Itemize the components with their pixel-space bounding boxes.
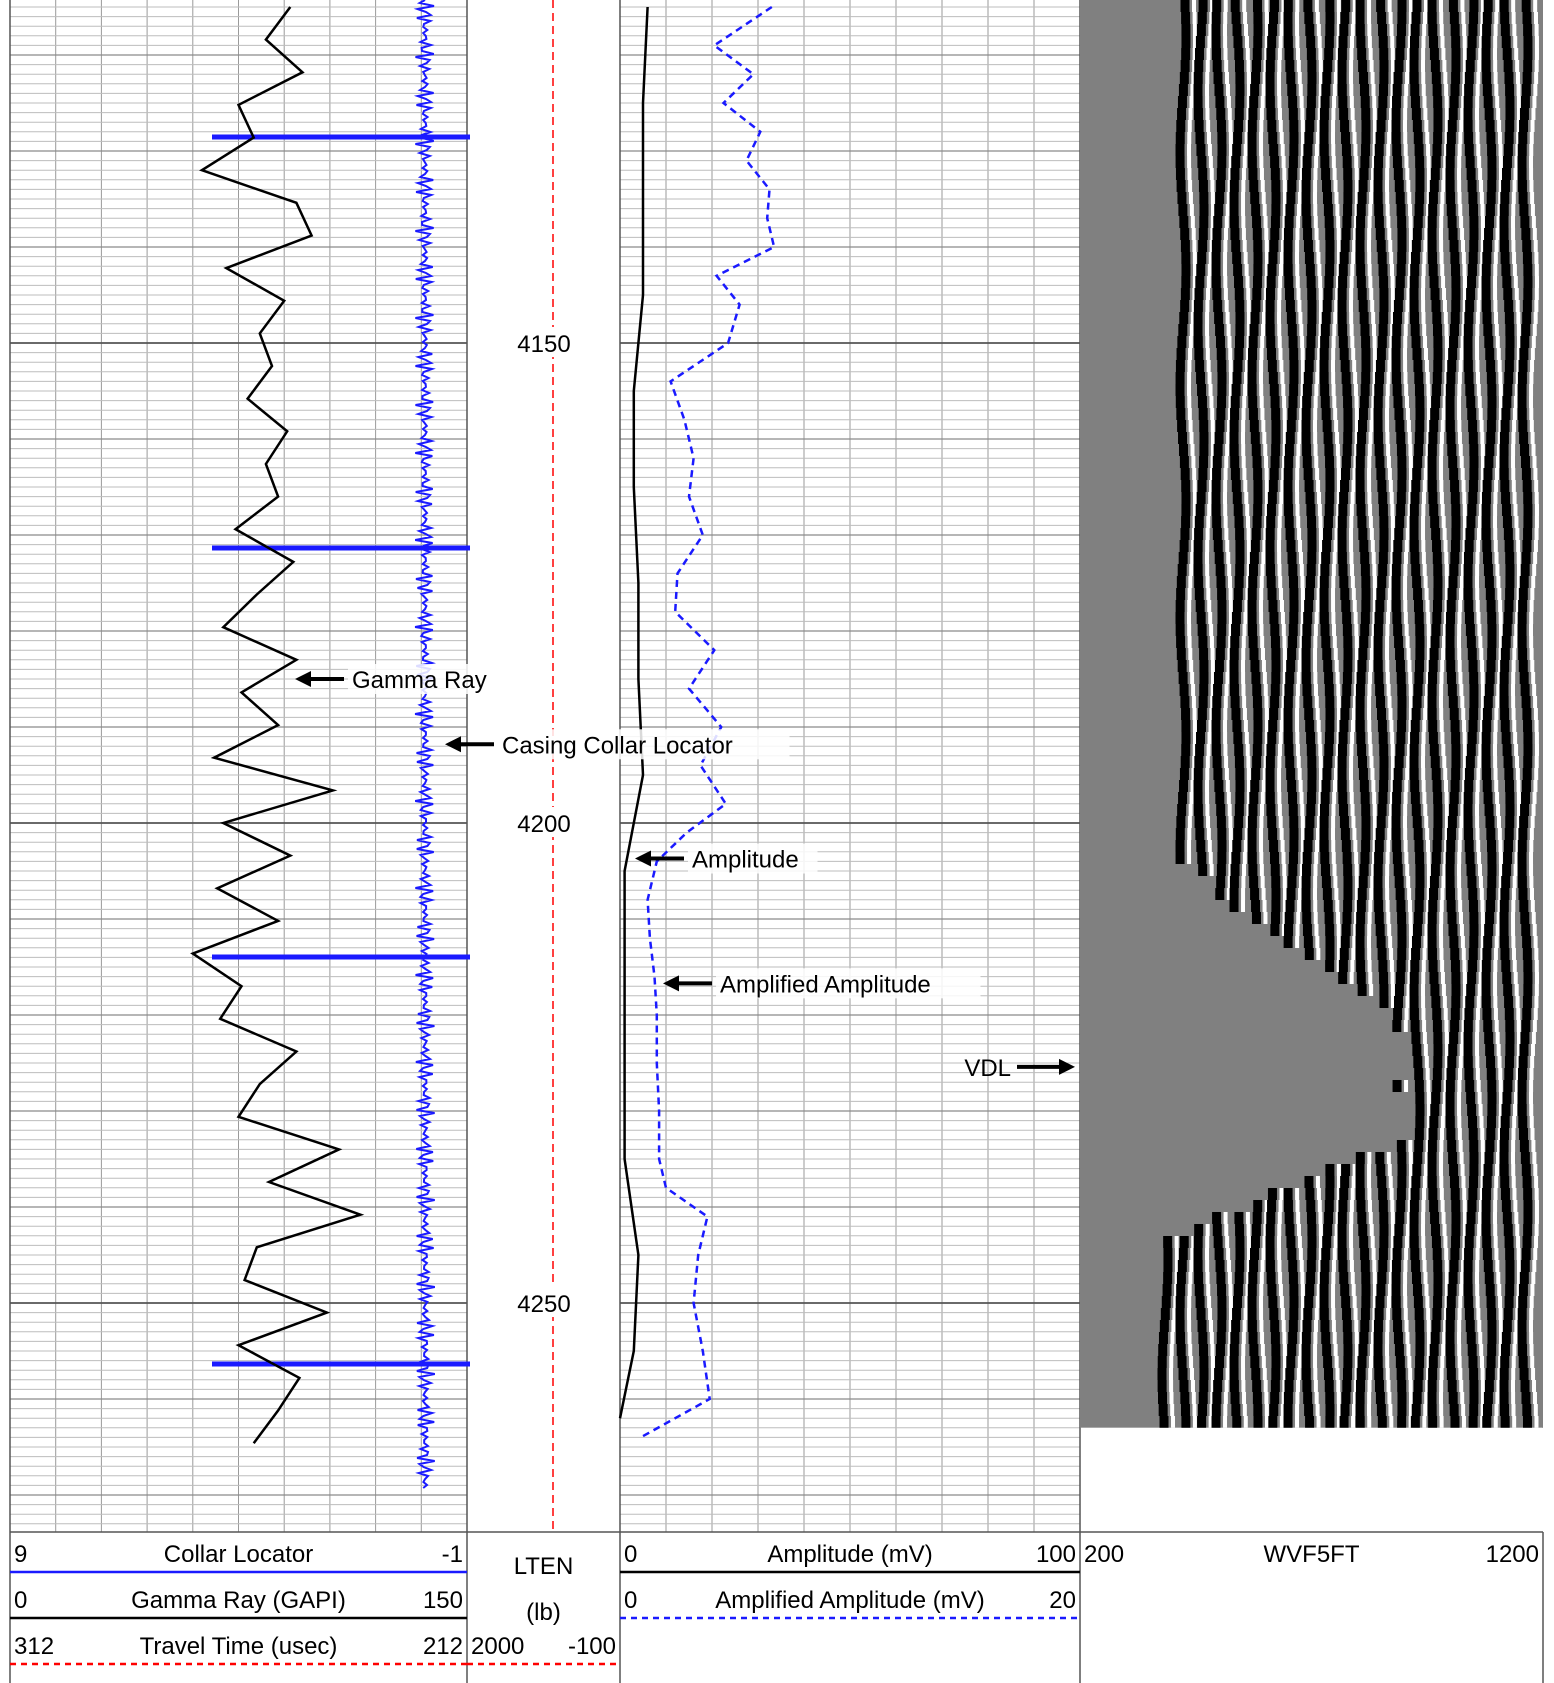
vdl-stripe-light [1349, 0, 1359, 1428]
annotation-amplitude: Amplitude [635, 843, 818, 874]
annotation-label: Casing Collar Locator [502, 732, 733, 759]
amplitude-hdr-right-scale: 100 [1036, 1541, 1076, 1568]
vdl-stripe-light [1205, 0, 1215, 1428]
gamma-ray-hdr-left-scale: 0 [14, 1587, 27, 1614]
vdl-stripe-light [1169, 1236, 1179, 1428]
vdl-stripe [1463, 0, 1479, 1428]
depth-label-bg [511, 807, 577, 837]
vdl-stripe [1373, 0, 1389, 1428]
vdl-stripe-light [1367, 0, 1377, 1428]
header-background [0, 1532, 1554, 1683]
vdl-stripe [1175, 0, 1191, 1428]
annotation-arrow-head [663, 975, 679, 992]
vdl-stripe-light [1457, 0, 1467, 1428]
lten-left-scale: 2000 [471, 1633, 524, 1660]
amplitude-hdr-name: Amplitude (mV) [767, 1541, 932, 1568]
collar-locator-hdr-left-scale: 9 [14, 1541, 27, 1568]
travel-time-hdr-name: Travel Time (usec) [140, 1633, 338, 1660]
vdl-stripe-light [1313, 0, 1323, 1428]
vdl-stripe [1265, 0, 1281, 1428]
amplified-amplitude-hdr-left-scale: 0 [624, 1587, 637, 1614]
annotation-arrow-head [1059, 1058, 1075, 1075]
vdl-stripe-light [1403, 0, 1413, 1428]
travel-time-hdr-left-scale: 312 [14, 1633, 54, 1660]
vdl-stripe-light [1187, 0, 1197, 1428]
annotation-arrow-head [635, 850, 651, 867]
vdl-stripe-light [1529, 0, 1539, 1428]
vdl-stripe-light [1259, 0, 1269, 1428]
annotation-label: Amplified Amplitude [720, 971, 931, 998]
vdl-stripe [1211, 0, 1227, 1428]
annotation-bg [716, 968, 981, 999]
vdl-stripe [1481, 0, 1497, 1428]
annotation-vdl: VDL [964, 1055, 1075, 1082]
vdl-waveform [1157, 0, 1539, 1428]
vdl-empty-area [1081, 1427, 1542, 1532]
wvf5ft-hdr-name: WVF5FT [1264, 1541, 1360, 1568]
vdl-stripe [1283, 0, 1299, 1428]
amplified-amplitude-hdr-right-scale: 20 [1049, 1587, 1076, 1614]
lten-name: LTEN [514, 1553, 574, 1580]
vdl-stripe [1247, 0, 1263, 1428]
vdl-stripe-light [1277, 0, 1287, 1428]
annotation-arrow-head [295, 671, 311, 687]
lten-unit: (lb) [526, 1599, 561, 1626]
vdl-stripe [1157, 1236, 1173, 1428]
vdl-stripe [1355, 0, 1371, 1428]
vdl-stripe [1391, 0, 1407, 1428]
vdl-stripe-light [1475, 0, 1485, 1428]
vdl-stripe-light [1295, 0, 1305, 1428]
vdl-stripe [1427, 0, 1443, 1428]
depth-label-4200: 4200 [517, 811, 570, 838]
annotation-label: Gamma Ray [352, 667, 487, 694]
vdl-stripe-light [1511, 0, 1521, 1428]
vdl-stripe [1337, 0, 1353, 1428]
lten-right-scale: -100 [568, 1633, 616, 1660]
annotation-bg [498, 729, 790, 760]
depth-label-4250: 4250 [517, 1291, 570, 1318]
amplitude-curve [618, 6, 649, 1419]
vdl-stripe-light [1493, 0, 1503, 1428]
collar-locator-hdr-name: Collar Locator [164, 1541, 313, 1568]
gamma-ray-hdr-name: Gamma Ray (GAPI) [131, 1587, 346, 1614]
wvf5ft-hdr-right-scale: 1200 [1486, 1541, 1539, 1568]
vdl-stripe [1301, 0, 1317, 1428]
collar-locator-curve [413, 0, 437, 1489]
annotation-arrow-head [445, 736, 461, 753]
vdl-stripe [1517, 0, 1533, 1428]
vdl-stripe-light [1331, 0, 1341, 1428]
annotation-label: VDL [964, 1055, 1011, 1082]
depth-label-bg [511, 1287, 577, 1317]
vdl-stripe [1499, 0, 1515, 1428]
gamma-ray-hdr-right-scale: 150 [423, 1587, 463, 1614]
vdl-stripe [1409, 0, 1425, 1428]
annotation-bg [348, 664, 478, 694]
wvf5ft-hdr-left-scale: 200 [1084, 1541, 1124, 1568]
vdl-stripe-light [1223, 0, 1233, 1428]
vdl-stripe [1445, 0, 1461, 1428]
vdl-stripe-light [1385, 0, 1395, 1428]
depth-label-bg [511, 327, 577, 357]
annotation-casing-collar-locator: Casing Collar Locator [445, 729, 790, 760]
annotation-bg [688, 843, 818, 874]
vdl-stripe [1319, 0, 1335, 1428]
vdl-stripe-light [1421, 0, 1431, 1428]
collar-locator-hdr-right-scale: -1 [442, 1541, 463, 1568]
travel-time-hdr-right-scale: 212 [423, 1633, 463, 1660]
annotation-label: Amplitude [692, 847, 799, 874]
vdl-stripe [1193, 0, 1209, 1428]
vdl-stripe [1229, 0, 1245, 1428]
vdl-stripe-light [1439, 0, 1449, 1428]
vdl-stripe-light [1241, 0, 1251, 1428]
amplitude-hdr-left-scale: 0 [624, 1541, 637, 1568]
amplified-amplitude-curve [640, 5, 776, 1439]
gamma-ray-curve [190, 6, 365, 1444]
annotation-amplified-amplitude: Amplified Amplitude [663, 968, 981, 999]
depth-label-4150: 4150 [517, 331, 570, 358]
annotation-gamma-ray: Gamma Ray [295, 664, 487, 694]
amplified-amplitude-hdr-name: Amplified Amplitude (mV) [715, 1587, 984, 1614]
